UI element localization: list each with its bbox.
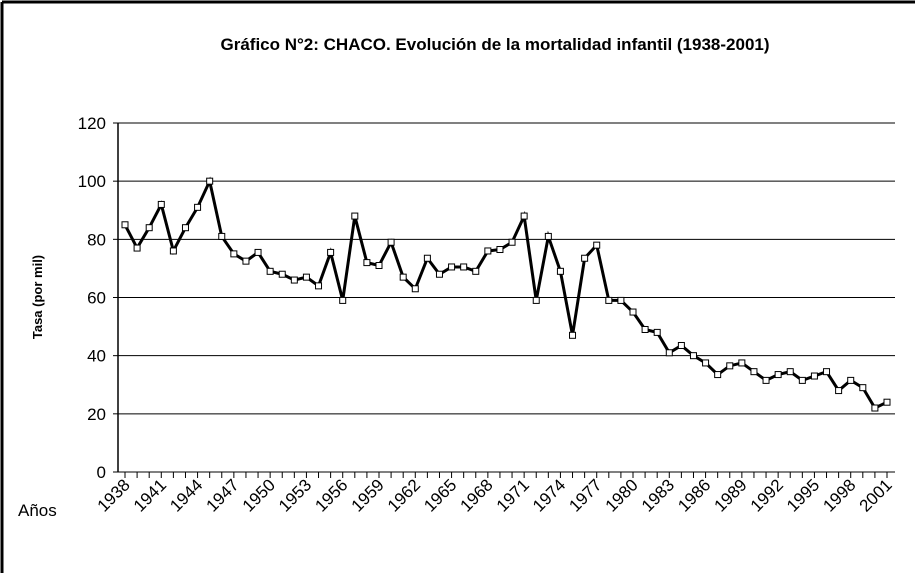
- marker: [315, 282, 323, 290]
- marker: [823, 368, 831, 376]
- marker: [411, 285, 419, 293]
- marker: [133, 244, 141, 252]
- marker: [181, 224, 189, 232]
- marker: [810, 372, 818, 380]
- marker: [242, 257, 250, 265]
- marker: [278, 270, 286, 278]
- marker: [689, 352, 697, 360]
- marker: [508, 238, 516, 246]
- marker: [750, 368, 758, 376]
- marker: [218, 232, 226, 240]
- marker: [472, 267, 480, 275]
- marker: [556, 267, 564, 275]
- y-tick-label: 80: [87, 230, 106, 249]
- x-axis-label: Años: [18, 501, 57, 520]
- y-tick-label: 60: [87, 289, 106, 308]
- marker: [702, 359, 710, 367]
- marker: [375, 262, 383, 270]
- marker: [387, 238, 395, 246]
- marker: [774, 371, 782, 379]
- marker: [194, 203, 202, 211]
- marker: [435, 270, 443, 278]
- line: [123, 176, 888, 410]
- marker: [762, 376, 770, 384]
- marker: [593, 241, 601, 249]
- marker: [145, 224, 153, 232]
- marker: [859, 384, 867, 392]
- marker: [726, 362, 734, 370]
- marker: [302, 273, 310, 281]
- marker: [520, 212, 528, 220]
- marker: [339, 296, 347, 304]
- marker: [605, 296, 613, 304]
- marker: [581, 254, 589, 262]
- marker: [363, 259, 371, 267]
- marker: [399, 273, 407, 281]
- marker: [423, 254, 431, 262]
- marker: [617, 296, 625, 304]
- marker: [484, 247, 492, 255]
- marker: [714, 371, 722, 379]
- marker: [569, 331, 577, 339]
- marker: [847, 376, 855, 384]
- marker: [460, 263, 468, 271]
- marker: [835, 387, 843, 395]
- marker: [169, 247, 177, 255]
- marker: [121, 221, 129, 229]
- marker: [798, 376, 806, 384]
- marker: [786, 368, 794, 376]
- marker: [351, 212, 359, 220]
- marker: [290, 276, 298, 284]
- y-tick-label: 20: [87, 405, 106, 424]
- marker: [544, 232, 552, 240]
- marker: [266, 267, 274, 275]
- marker: [641, 325, 649, 333]
- marker: [883, 398, 891, 406]
- y-tick-label: 100: [78, 172, 106, 191]
- marker: [677, 341, 685, 349]
- y-tick-label: 40: [87, 347, 106, 366]
- marker: [871, 404, 879, 412]
- y-tick-label: 0: [97, 463, 106, 482]
- marker: [629, 308, 637, 316]
- marker: [496, 246, 504, 254]
- marker: [738, 359, 746, 367]
- marker: [448, 263, 456, 271]
- y-axis-label: Tasa (por mil): [30, 255, 45, 339]
- chart-title: Gráfico N°2: CHACO. Evolución de la mort…: [220, 35, 769, 54]
- marker: [653, 328, 661, 336]
- marker: [665, 349, 673, 357]
- marker: [206, 177, 214, 185]
- marker: [230, 250, 238, 258]
- marker: [327, 248, 335, 256]
- marker: [532, 296, 540, 304]
- marker: [254, 248, 262, 256]
- marker: [157, 200, 165, 208]
- y-tick-label: 120: [78, 114, 106, 133]
